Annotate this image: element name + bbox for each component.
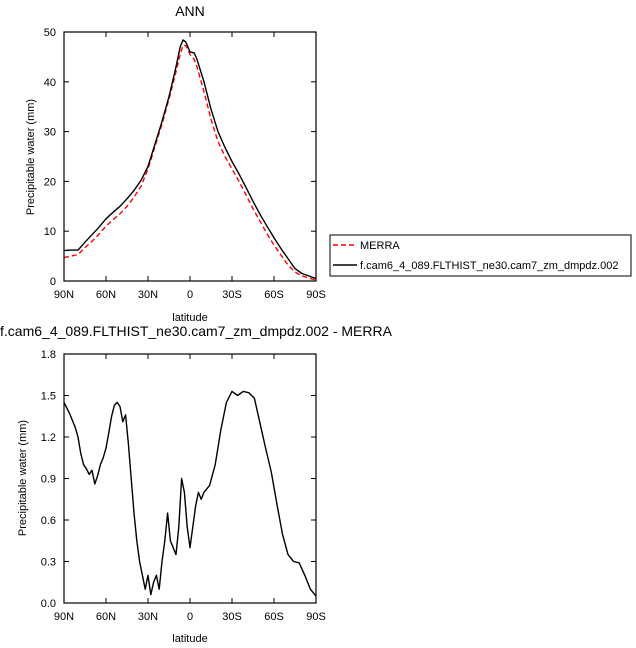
panel-2-xlabel: latitude [172, 633, 207, 645]
panel-2-xtick-label: 60S [264, 611, 284, 623]
panel-1-ticks: 90N 60N 30N 0 30S 60S 90S 0 10 20 30 40 50 [44, 27, 326, 301]
panel-1-xtick-label: 30N [138, 289, 158, 301]
panel-2-xtick-label: 60N [96, 611, 116, 623]
panel-1-ytick-label: 0 [50, 276, 56, 288]
panel-1-ytick-label: 50 [44, 27, 56, 39]
panel-2-xtick-label: 90S [306, 611, 326, 623]
legend-label-merra: MERRA [360, 240, 400, 252]
panel-1-xlabel: latitude [172, 312, 207, 324]
panel-1-xtick-label: 60S [264, 289, 284, 301]
panel-1-xtick-label: 90N [54, 289, 74, 301]
panel-2-frame [63, 353, 317, 604]
panel-1-xtick-label: 30S [222, 289, 242, 301]
panel-1: ANN 90N 60N 30N 0 30S 60S 90S 0 10 20 30 40 50 latit… [25, 3, 326, 324]
panel-1-series-line-1 [63, 39, 317, 280]
panel-1-series [63, 39, 317, 281]
panel-1-xtick-label: 60N [96, 289, 116, 301]
panel-2-series-line-0 [63, 390, 317, 597]
panel-2-xtick-label: 90N [54, 611, 74, 623]
panel-1-ylabel: Precipitable water (mm) [25, 99, 37, 215]
panel-2-ytick-label: 0.0 [41, 598, 56, 610]
panel-2-ytick-label: 0.6 [41, 515, 56, 527]
panel-1-ytick-label: 10 [44, 226, 56, 238]
legend: MERRA f.cam6_4_089.FLTHIST_ne30.cam7_zm_… [329, 234, 632, 277]
legend-box [329, 234, 632, 277]
panel-2-ytick-label: 0.9 [41, 474, 56, 486]
panel-2-ytick-label: 1.5 [41, 391, 56, 403]
panel-2-ytick-label: 1.2 [41, 432, 56, 444]
panel-2-ytick-label: 0.3 [41, 557, 56, 569]
panel-2-series [63, 390, 317, 597]
panel-1-ytick-label: 40 [44, 77, 56, 89]
panel-2-xtick-label: 30S [222, 611, 242, 623]
panel-1-ytick-label: 20 [44, 176, 56, 188]
panel-2-xtick-label: 30N [138, 611, 158, 623]
panel-2: f.cam6_4_089.FLTHIST_ne30.cam7_zm_dmpdz.… [0, 323, 393, 645]
panel-1-xtick-label: 90S [306, 289, 326, 301]
panel-1-series-line-0 [63, 44, 317, 281]
panel-2-xtick-label: 0 [187, 611, 193, 623]
panel-2-ticks: 90N 60N 30N 0 30S 60S 90S 0.0 0.3 0.6 0.9 1.2 1.5 1.8 [41, 349, 326, 623]
panel-1-title: ANN [175, 3, 205, 19]
panel-2-ytick-label: 1.8 [41, 349, 56, 361]
panel-1-xtick-label: 0 [187, 289, 193, 301]
panel-2-ylabel: Precipitable water (mm) [17, 420, 29, 536]
panel-2-title: f.cam6_4_089.FLTHIST_ne30.cam7_zm_dmpdz.… [0, 323, 393, 339]
panel-1-ytick-label: 30 [44, 127, 56, 139]
panel-1-frame [63, 31, 317, 282]
legend-label-model: f.cam6_4_089.FLTHIST_ne30.cam7_zm_dmpdz.… [360, 260, 618, 272]
